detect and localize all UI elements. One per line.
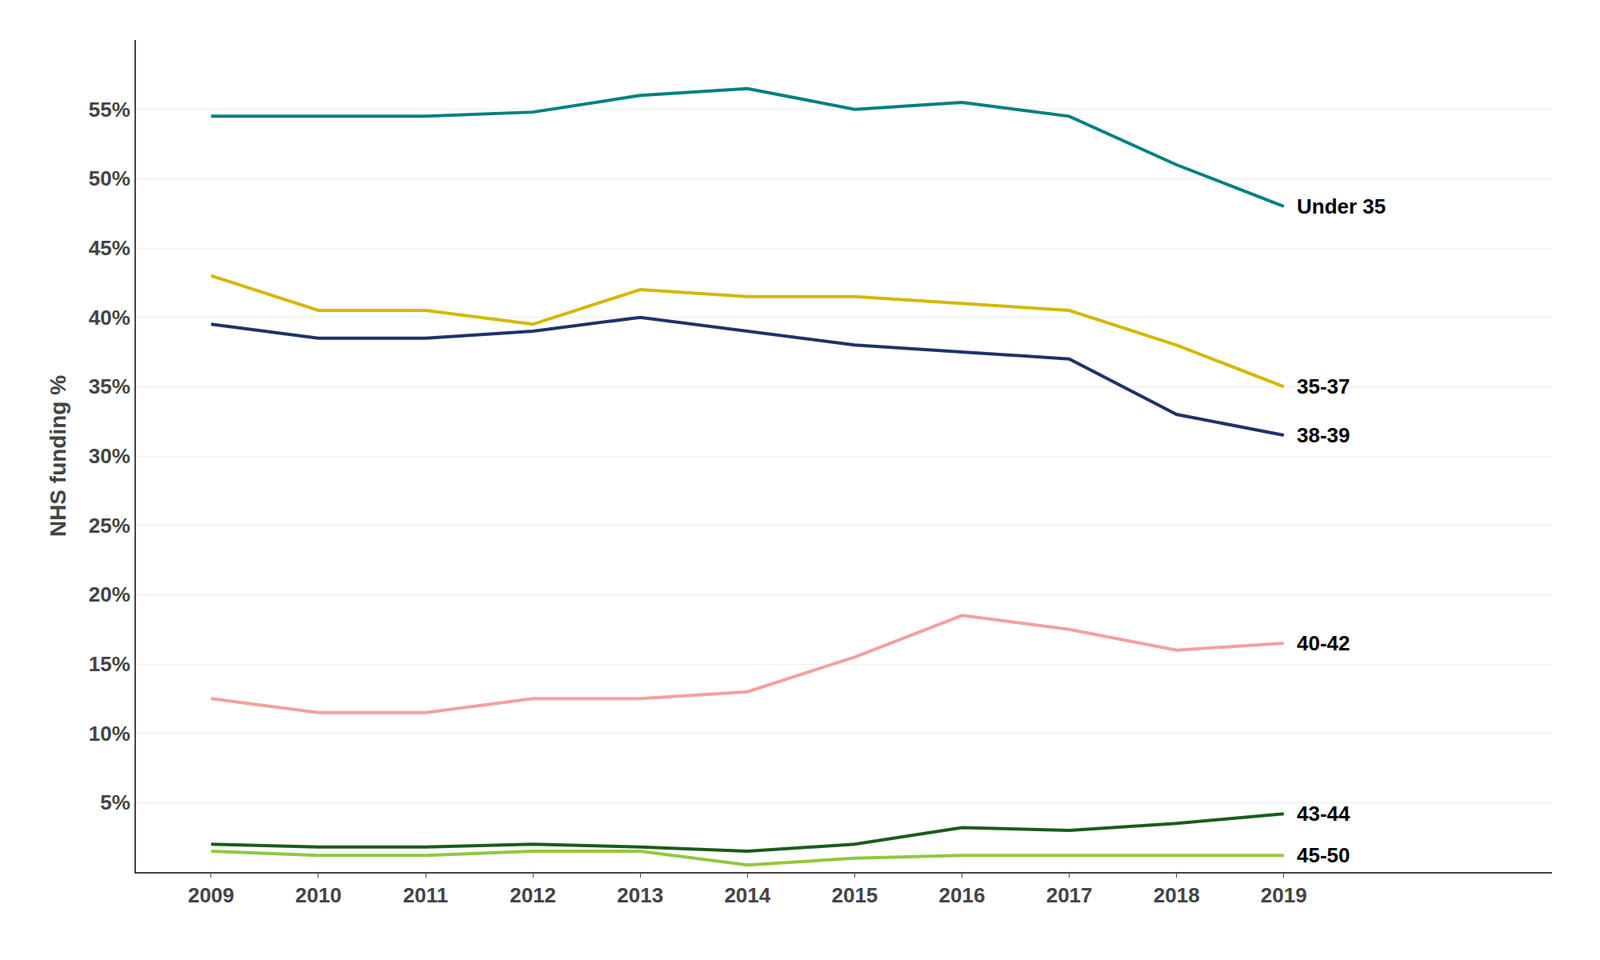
- svg-text:40-42: 40-42: [1296, 631, 1351, 656]
- svg-text:45%: 45%: [88, 236, 131, 260]
- svg-text:2018: 2018: [1153, 883, 1200, 908]
- svg-text:2019: 2019: [1260, 883, 1308, 908]
- svg-text:50%: 50%: [88, 166, 131, 191]
- svg-text:43-44: 43-44: [1296, 801, 1351, 826]
- svg-text:35-37: 35-37: [1296, 374, 1351, 399]
- svg-text:40%: 40%: [88, 305, 131, 330]
- svg-text:45-50: 45-50: [1296, 843, 1351, 868]
- svg-text:2016: 2016: [939, 883, 986, 908]
- svg-text:35%: 35%: [88, 374, 131, 399]
- svg-text:55%: 55%: [88, 97, 131, 122]
- svg-text:2012: 2012: [509, 883, 556, 908]
- svg-text:15%: 15%: [88, 652, 131, 676]
- svg-text:NHS funding %: NHS funding %: [45, 375, 71, 537]
- svg-text:30%: 30%: [88, 444, 131, 468]
- svg-text:2015: 2015: [831, 883, 878, 908]
- svg-text:38-39: 38-39: [1296, 423, 1351, 448]
- svg-text:2011: 2011: [403, 883, 448, 908]
- svg-text:2017: 2017: [1046, 883, 1093, 908]
- svg-text:2013: 2013: [616, 883, 664, 908]
- svg-text:Under 35: Under 35: [1296, 194, 1386, 219]
- svg-text:2010: 2010: [295, 883, 342, 908]
- svg-text:2009: 2009: [188, 883, 235, 908]
- svg-text:2014: 2014: [724, 883, 771, 908]
- svg-text:5%: 5%: [100, 790, 131, 815]
- svg-text:20%: 20%: [88, 582, 131, 607]
- svg-text:25%: 25%: [88, 513, 131, 538]
- svg-text:10%: 10%: [88, 721, 131, 746]
